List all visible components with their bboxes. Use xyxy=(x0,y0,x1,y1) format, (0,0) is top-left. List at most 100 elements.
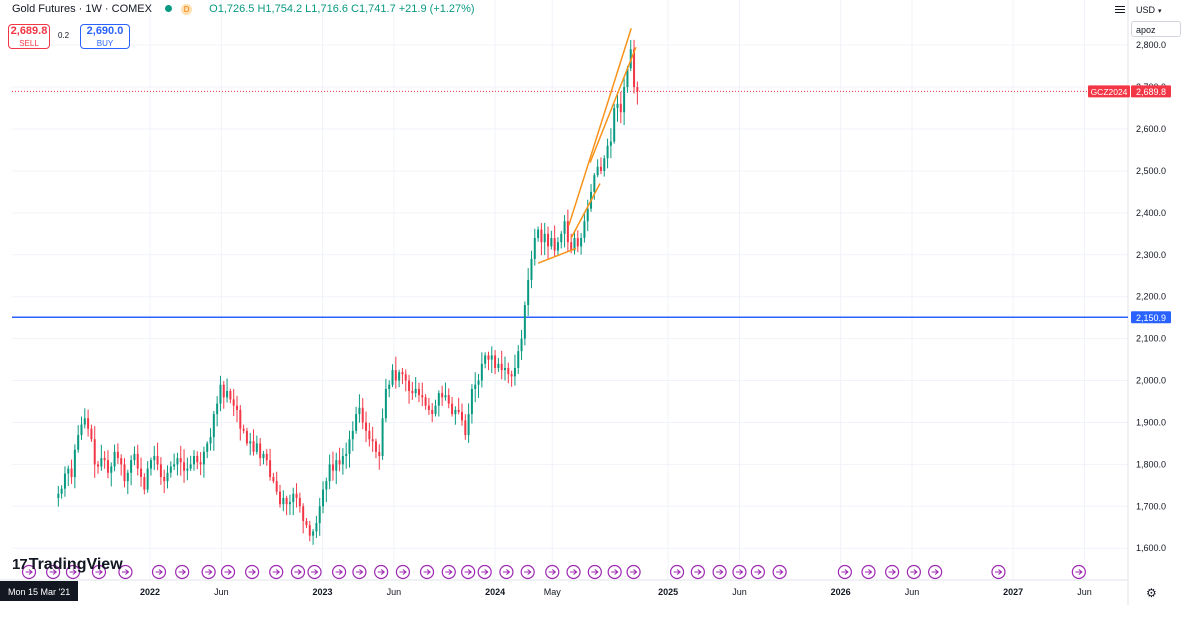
candle-body xyxy=(527,279,530,306)
event-marker-icon[interactable] xyxy=(991,564,1006,580)
event-marker-icon[interactable] xyxy=(545,564,560,580)
candle-body xyxy=(295,493,298,498)
candle-body xyxy=(272,476,275,482)
event-marker-icon[interactable] xyxy=(861,564,876,580)
candle-body xyxy=(424,397,427,406)
candle-body xyxy=(255,443,258,452)
candle-body xyxy=(609,141,612,146)
price-badge-value: 2,689.8 xyxy=(1136,87,1166,97)
event-marker-icon[interactable] xyxy=(906,564,921,580)
menu-icon[interactable] xyxy=(1115,6,1125,15)
candle-body xyxy=(325,481,328,490)
candle-body xyxy=(338,460,341,465)
candle-body xyxy=(242,428,245,431)
event-marker-icon[interactable] xyxy=(520,564,535,580)
interval-badge[interactable]: D xyxy=(181,4,193,15)
candle-body xyxy=(543,233,546,243)
event-marker-icon[interactable] xyxy=(587,564,602,580)
candle-body xyxy=(345,453,348,456)
event-marker-icon[interactable] xyxy=(395,564,411,580)
candle-body xyxy=(239,409,242,429)
price-badge-value: 2,150.9 xyxy=(1136,313,1166,323)
candle-body xyxy=(411,391,414,394)
event-marker-arrow xyxy=(888,569,896,575)
event-marker-arrow xyxy=(69,569,77,575)
candle-body xyxy=(80,424,83,436)
event-marker-icon[interactable] xyxy=(607,564,622,580)
candle-body xyxy=(553,238,556,251)
trend-pattern-line xyxy=(589,46,637,163)
event-marker-icon[interactable] xyxy=(374,564,389,580)
event-marker-icon[interactable] xyxy=(566,564,581,580)
buy-button[interactable]: 2,690.0 BUY xyxy=(80,24,130,49)
sell-button[interactable]: 2,689.8 SELL xyxy=(8,24,50,49)
event-marker-icon[interactable] xyxy=(245,564,260,580)
symbol-search-input[interactable]: apoz xyxy=(1131,21,1181,37)
candle-body xyxy=(146,468,149,490)
event-marker-icon[interactable] xyxy=(269,564,284,580)
candle-body xyxy=(87,418,90,429)
candle-body xyxy=(202,451,205,465)
event-marker-icon[interactable] xyxy=(352,564,367,580)
event-marker-icon[interactable] xyxy=(1071,564,1086,580)
candle-body xyxy=(298,497,301,507)
candle-body xyxy=(166,472,169,482)
event-marker-icon[interactable] xyxy=(928,564,943,580)
candle-body xyxy=(335,460,338,471)
event-marker-icon[interactable] xyxy=(750,564,765,580)
event-marker-icon[interactable] xyxy=(461,564,476,580)
candle-body xyxy=(113,451,116,467)
market-status-icon xyxy=(165,5,173,12)
candle-body xyxy=(149,460,152,469)
event-marker-icon[interactable] xyxy=(772,564,787,580)
candle-body xyxy=(285,497,288,505)
event-marker-icon[interactable] xyxy=(290,564,306,580)
event-marker-icon[interactable] xyxy=(307,564,322,580)
event-marker-icon[interactable] xyxy=(419,564,435,580)
candle-body xyxy=(67,468,70,474)
candle-body xyxy=(606,145,609,159)
event-marker-arrow xyxy=(548,569,557,575)
event-marker-icon[interactable] xyxy=(21,564,37,580)
event-marker-icon[interactable] xyxy=(118,564,133,580)
event-marker-icon[interactable] xyxy=(837,564,852,580)
event-marker-icon[interactable] xyxy=(220,564,236,580)
event-marker-icon[interactable] xyxy=(331,564,347,580)
candle-body xyxy=(252,441,255,452)
candle-body xyxy=(229,391,232,400)
event-marker-icon[interactable] xyxy=(626,564,641,580)
event-marker-icon[interactable] xyxy=(477,564,492,580)
candle-body xyxy=(136,453,139,469)
candle-body xyxy=(401,372,404,375)
symbol-title[interactable]: Gold Futures · 1W · COMEX xyxy=(12,3,152,15)
event-marker-icon[interactable] xyxy=(690,564,705,580)
y-tick-label: 2,300.0 xyxy=(1136,250,1166,260)
event-marker-icon[interactable] xyxy=(46,564,61,580)
event-marker-icon[interactable] xyxy=(151,564,167,580)
event-marker-icon[interactable] xyxy=(712,564,727,580)
price-badge-bg xyxy=(1131,311,1171,324)
candle-body xyxy=(318,506,321,524)
event-marker-arrow xyxy=(377,569,386,575)
event-marker-icon[interactable] xyxy=(885,564,900,580)
candle-body xyxy=(513,367,516,377)
event-marker-icon[interactable] xyxy=(499,564,514,580)
candle-body xyxy=(322,489,325,507)
event-marker-icon[interactable] xyxy=(65,564,81,580)
currency-selector[interactable]: USD ▾ xyxy=(1136,5,1162,15)
event-marker-icon[interactable] xyxy=(175,564,190,580)
event-marker-icon[interactable] xyxy=(201,564,216,580)
event-marker-icon[interactable] xyxy=(669,564,685,580)
candle-body xyxy=(384,388,387,419)
candle-body xyxy=(192,456,195,465)
candle-body xyxy=(467,414,470,436)
event-marker-icon[interactable] xyxy=(91,564,107,580)
candle-body xyxy=(292,493,295,503)
candle-body xyxy=(355,414,358,431)
event-marker-icon[interactable] xyxy=(441,564,456,580)
candle-body xyxy=(308,525,311,536)
event-marker-icon[interactable] xyxy=(732,564,747,580)
candle-body xyxy=(199,462,202,465)
settings-icon[interactable]: ⚙ xyxy=(1146,586,1157,600)
